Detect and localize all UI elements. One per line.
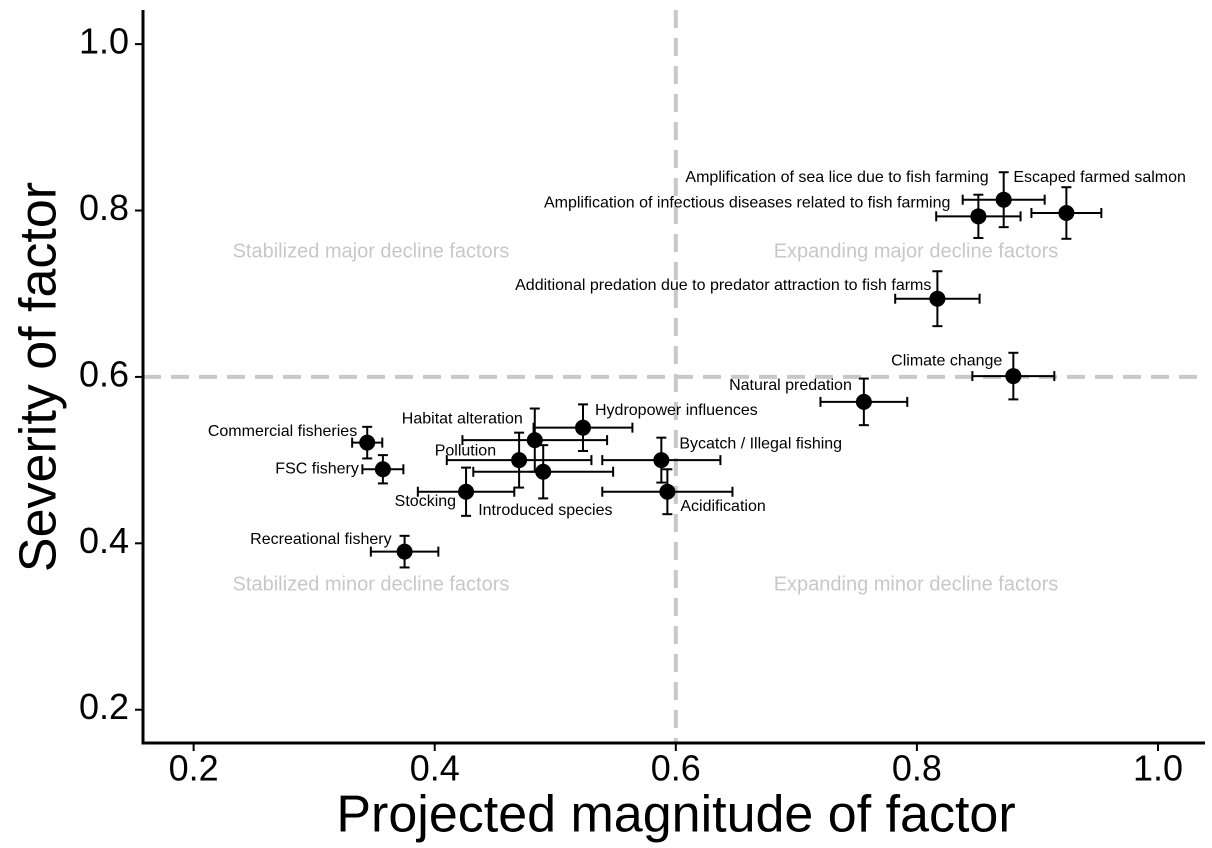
point-label: Additional predation due to predator att… <box>515 277 931 294</box>
y-tick-label: 1.0 <box>79 21 129 62</box>
point <box>929 290 946 307</box>
point-label: Habitat alteration <box>402 410 523 427</box>
quadrant-label: Expanding major decline factors <box>774 240 1059 262</box>
point-label: Pollution <box>435 442 496 459</box>
y-tick-label: 0.4 <box>79 520 129 561</box>
y-tick-label: 0.8 <box>79 187 129 228</box>
point <box>995 191 1012 208</box>
x-axis-title: Projected magnitude of factor <box>336 786 1015 844</box>
point <box>970 208 987 225</box>
point-label: Commercial fisheries <box>208 423 357 440</box>
point-label: FSC fishery <box>275 460 359 477</box>
y-axis-title: Severity of factor <box>10 182 68 572</box>
x-tick-label: 1.0 <box>1133 748 1183 789</box>
point <box>653 452 670 469</box>
quadrant-label: Expanding minor decline factors <box>774 573 1059 595</box>
x-tick-label: 0.6 <box>651 748 701 789</box>
point <box>1005 368 1022 385</box>
point <box>855 393 872 410</box>
point-label: Amplification of sea lice due to fish fa… <box>685 169 988 186</box>
point <box>458 483 475 500</box>
point <box>396 543 413 560</box>
quadrant-label: Stabilized major decline factors <box>233 240 510 262</box>
point-label: Amplification of infectious diseases rel… <box>544 195 950 212</box>
point-label: Introduced species <box>478 502 612 519</box>
quadrant-label: Stabilized minor decline factors <box>233 573 510 595</box>
point-label: Acidification <box>680 498 765 515</box>
y-tick-label: 0.2 <box>79 686 129 727</box>
point <box>659 483 676 500</box>
point <box>511 452 528 469</box>
point <box>1058 205 1075 222</box>
y-tick-label: 0.6 <box>79 353 129 394</box>
point <box>359 434 376 451</box>
point-label: Natural predation <box>729 377 852 394</box>
point-label: Climate change <box>891 352 1002 369</box>
point <box>374 461 391 478</box>
x-tick-label: 0.2 <box>169 748 219 789</box>
point-label: Escaped farmed salmon <box>1013 169 1186 186</box>
x-tick-label: 0.4 <box>410 748 460 789</box>
point <box>574 419 591 436</box>
point-label: Bycatch / Illegal fishing <box>679 435 842 452</box>
point-label: Stocking <box>395 493 456 510</box>
point-label: Hydropower influences <box>595 402 758 419</box>
point-label: Recreational fishery <box>250 531 391 548</box>
point <box>535 463 552 480</box>
x-tick-label: 0.8 <box>892 748 942 789</box>
